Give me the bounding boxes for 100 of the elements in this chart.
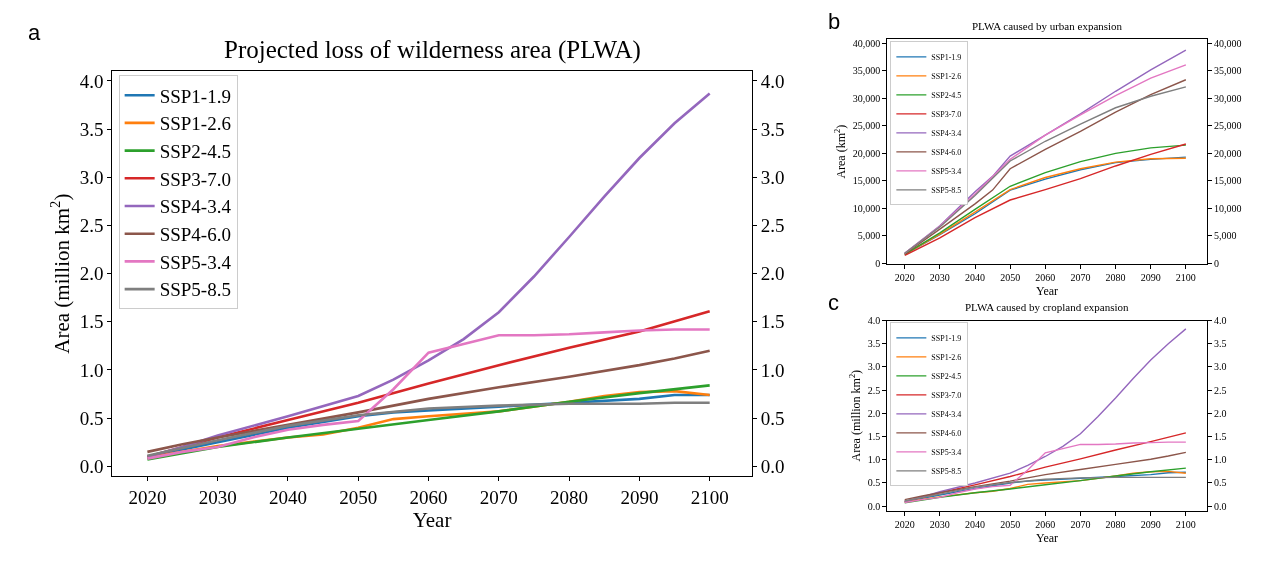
legend-label: SSP5-3.4 <box>931 448 962 458</box>
x-tick-label: 2050 <box>339 486 378 508</box>
y2-tick-label: 1.0 <box>760 359 785 381</box>
y2-tick-label: 15,000 <box>1213 175 1242 187</box>
y-tick-label: 3.5 <box>867 338 881 350</box>
legend-label: SSP2-4.5 <box>159 140 231 162</box>
legend-label: SSP4-3.4 <box>931 410 962 420</box>
y2-tick-label: 2.5 <box>760 215 785 237</box>
legend-label: SSP2-4.5 <box>931 372 962 382</box>
y2-tick-label: 10,000 <box>1213 202 1242 214</box>
x-tick-label: 2040 <box>965 518 986 530</box>
x-tick-label: 2060 <box>1035 272 1056 284</box>
y2-tick-label: 40,000 <box>1213 38 1242 50</box>
y-tick-label: 35,000 <box>852 65 881 77</box>
y2-tick-label: 2.5 <box>1213 384 1227 396</box>
x-tick-label: 2090 <box>1140 518 1161 530</box>
x-tick-label: 2040 <box>965 272 986 284</box>
legend-label: SSP5-8.5 <box>159 279 231 301</box>
y-tick-label: 5,000 <box>857 230 881 242</box>
y-tick-label: 40,000 <box>852 38 881 50</box>
y2-tick-label: 1.5 <box>760 311 785 333</box>
x-tick-label: 2070 <box>1070 272 1091 284</box>
y2-tick-label: 0.5 <box>1213 477 1227 489</box>
y2-tick-label: 20,000 <box>1213 147 1242 159</box>
x-tick-label: 2050 <box>1000 272 1021 284</box>
y2-tick-label: 0.0 <box>1213 500 1227 512</box>
y2-tick-label: 35,000 <box>1213 65 1242 77</box>
y-tick-label: 30,000 <box>852 92 881 104</box>
legend-label: SSP1-1.9 <box>931 334 962 344</box>
y2-tick-label: 2.0 <box>760 263 785 285</box>
y-tick-label: 4.0 <box>79 70 104 92</box>
y-tick-label: 3.0 <box>79 166 104 188</box>
chart-title: PLWA caused by cropland expansion <box>965 301 1130 313</box>
legend-label: SSP1-1.9 <box>159 85 231 107</box>
x-tick-label: 2020 <box>894 272 915 284</box>
x-tick-label: 2050 <box>1000 518 1021 530</box>
x-tick-label: 2100 <box>1175 518 1196 530</box>
y-tick-label: 0.0 <box>79 455 104 477</box>
y2-tick-label: 0 <box>1213 257 1219 269</box>
x-tick-label: 2030 <box>198 486 237 508</box>
y-tick-label: 2.0 <box>867 407 881 419</box>
x-tick-label: 2070 <box>1070 518 1091 530</box>
y2-tick-label: 0.5 <box>760 407 785 429</box>
x-tick-label: 2080 <box>1105 518 1126 530</box>
y2-tick-label: 1.0 <box>1213 454 1227 466</box>
y-tick-label: 0 <box>875 257 881 269</box>
y2-tick-label: 4.0 <box>760 70 785 92</box>
x-tick-label: 2030 <box>929 518 950 530</box>
y-tick-label: 1.0 <box>79 359 104 381</box>
legend-label: SSP1-2.6 <box>159 113 231 135</box>
legend-label: SSP3-7.0 <box>931 391 962 401</box>
text: a <box>28 20 41 45</box>
legend-label: SSP5-8.5 <box>931 467 962 477</box>
chart-title: Projected loss of wilderness area (PLWA) <box>224 36 641 64</box>
x-tick-label: 2100 <box>1175 272 1196 284</box>
y-tick-label: 4.0 <box>867 315 881 327</box>
y-tick-label: 10,000 <box>852 202 881 214</box>
legend-label: SSP5-3.4 <box>931 166 962 176</box>
y-tick-label: 1.5 <box>867 431 881 443</box>
y2-tick-label: 1.5 <box>1213 431 1227 443</box>
y-tick-label: 1.5 <box>79 311 104 333</box>
legend-label: SSP4-6.0 <box>159 224 231 246</box>
legend-label: SSP3-7.0 <box>159 168 231 190</box>
y-tick-label: 2.5 <box>79 215 104 237</box>
y2-tick-label: 3.0 <box>760 166 785 188</box>
y-tick-label: 2.0 <box>79 263 104 285</box>
y2-tick-label: 3.0 <box>1213 361 1227 373</box>
x-tick-label: 2090 <box>620 486 659 508</box>
y-tick-label: 25,000 <box>852 120 881 132</box>
y-tick-label: 0.5 <box>867 477 881 489</box>
x-tick-label: 2020 <box>128 486 167 508</box>
chart-title: PLWA caused by urban expansion <box>972 20 1123 32</box>
y2-tick-label: 2.0 <box>1213 407 1227 419</box>
x-axis-title: Year <box>1035 530 1059 545</box>
x-tick-label: 2060 <box>1035 518 1056 530</box>
y-tick-label: 20,000 <box>852 147 881 159</box>
y-tick-label: 3.5 <box>79 118 104 140</box>
y-tick-label: 0.5 <box>79 407 104 429</box>
text: c <box>828 290 839 315</box>
y2-tick-label: 30,000 <box>1213 92 1242 104</box>
x-tick-label: 2080 <box>1105 272 1126 284</box>
x-tick-label: 2060 <box>409 486 448 508</box>
y-tick-label: 15,000 <box>852 175 881 187</box>
legend-label: SSP1-1.9 <box>931 52 962 62</box>
x-tick-label: 2070 <box>479 486 518 508</box>
x-tick-label: 2090 <box>1140 272 1161 284</box>
legend-label: SSP4-6.0 <box>931 429 962 439</box>
x-axis-title: Year <box>412 507 452 532</box>
y2-tick-label: 3.5 <box>1213 338 1227 350</box>
legend-label: SSP1-2.6 <box>931 353 962 363</box>
legend-label: SSP4-3.4 <box>931 128 962 138</box>
y-tick-label: 0.0 <box>867 500 881 512</box>
legend-label: SSP1-2.6 <box>931 71 962 81</box>
y2-tick-label: 5,000 <box>1213 230 1237 242</box>
y2-tick-label: 4.0 <box>1213 315 1227 327</box>
y-tick-label: 2.5 <box>867 384 881 396</box>
legend-label: SSP3-7.0 <box>931 109 962 119</box>
y2-tick-label: 3.5 <box>760 118 785 140</box>
x-tick-label: 2080 <box>550 486 589 508</box>
legend-label: SSP4-6.0 <box>931 147 962 157</box>
